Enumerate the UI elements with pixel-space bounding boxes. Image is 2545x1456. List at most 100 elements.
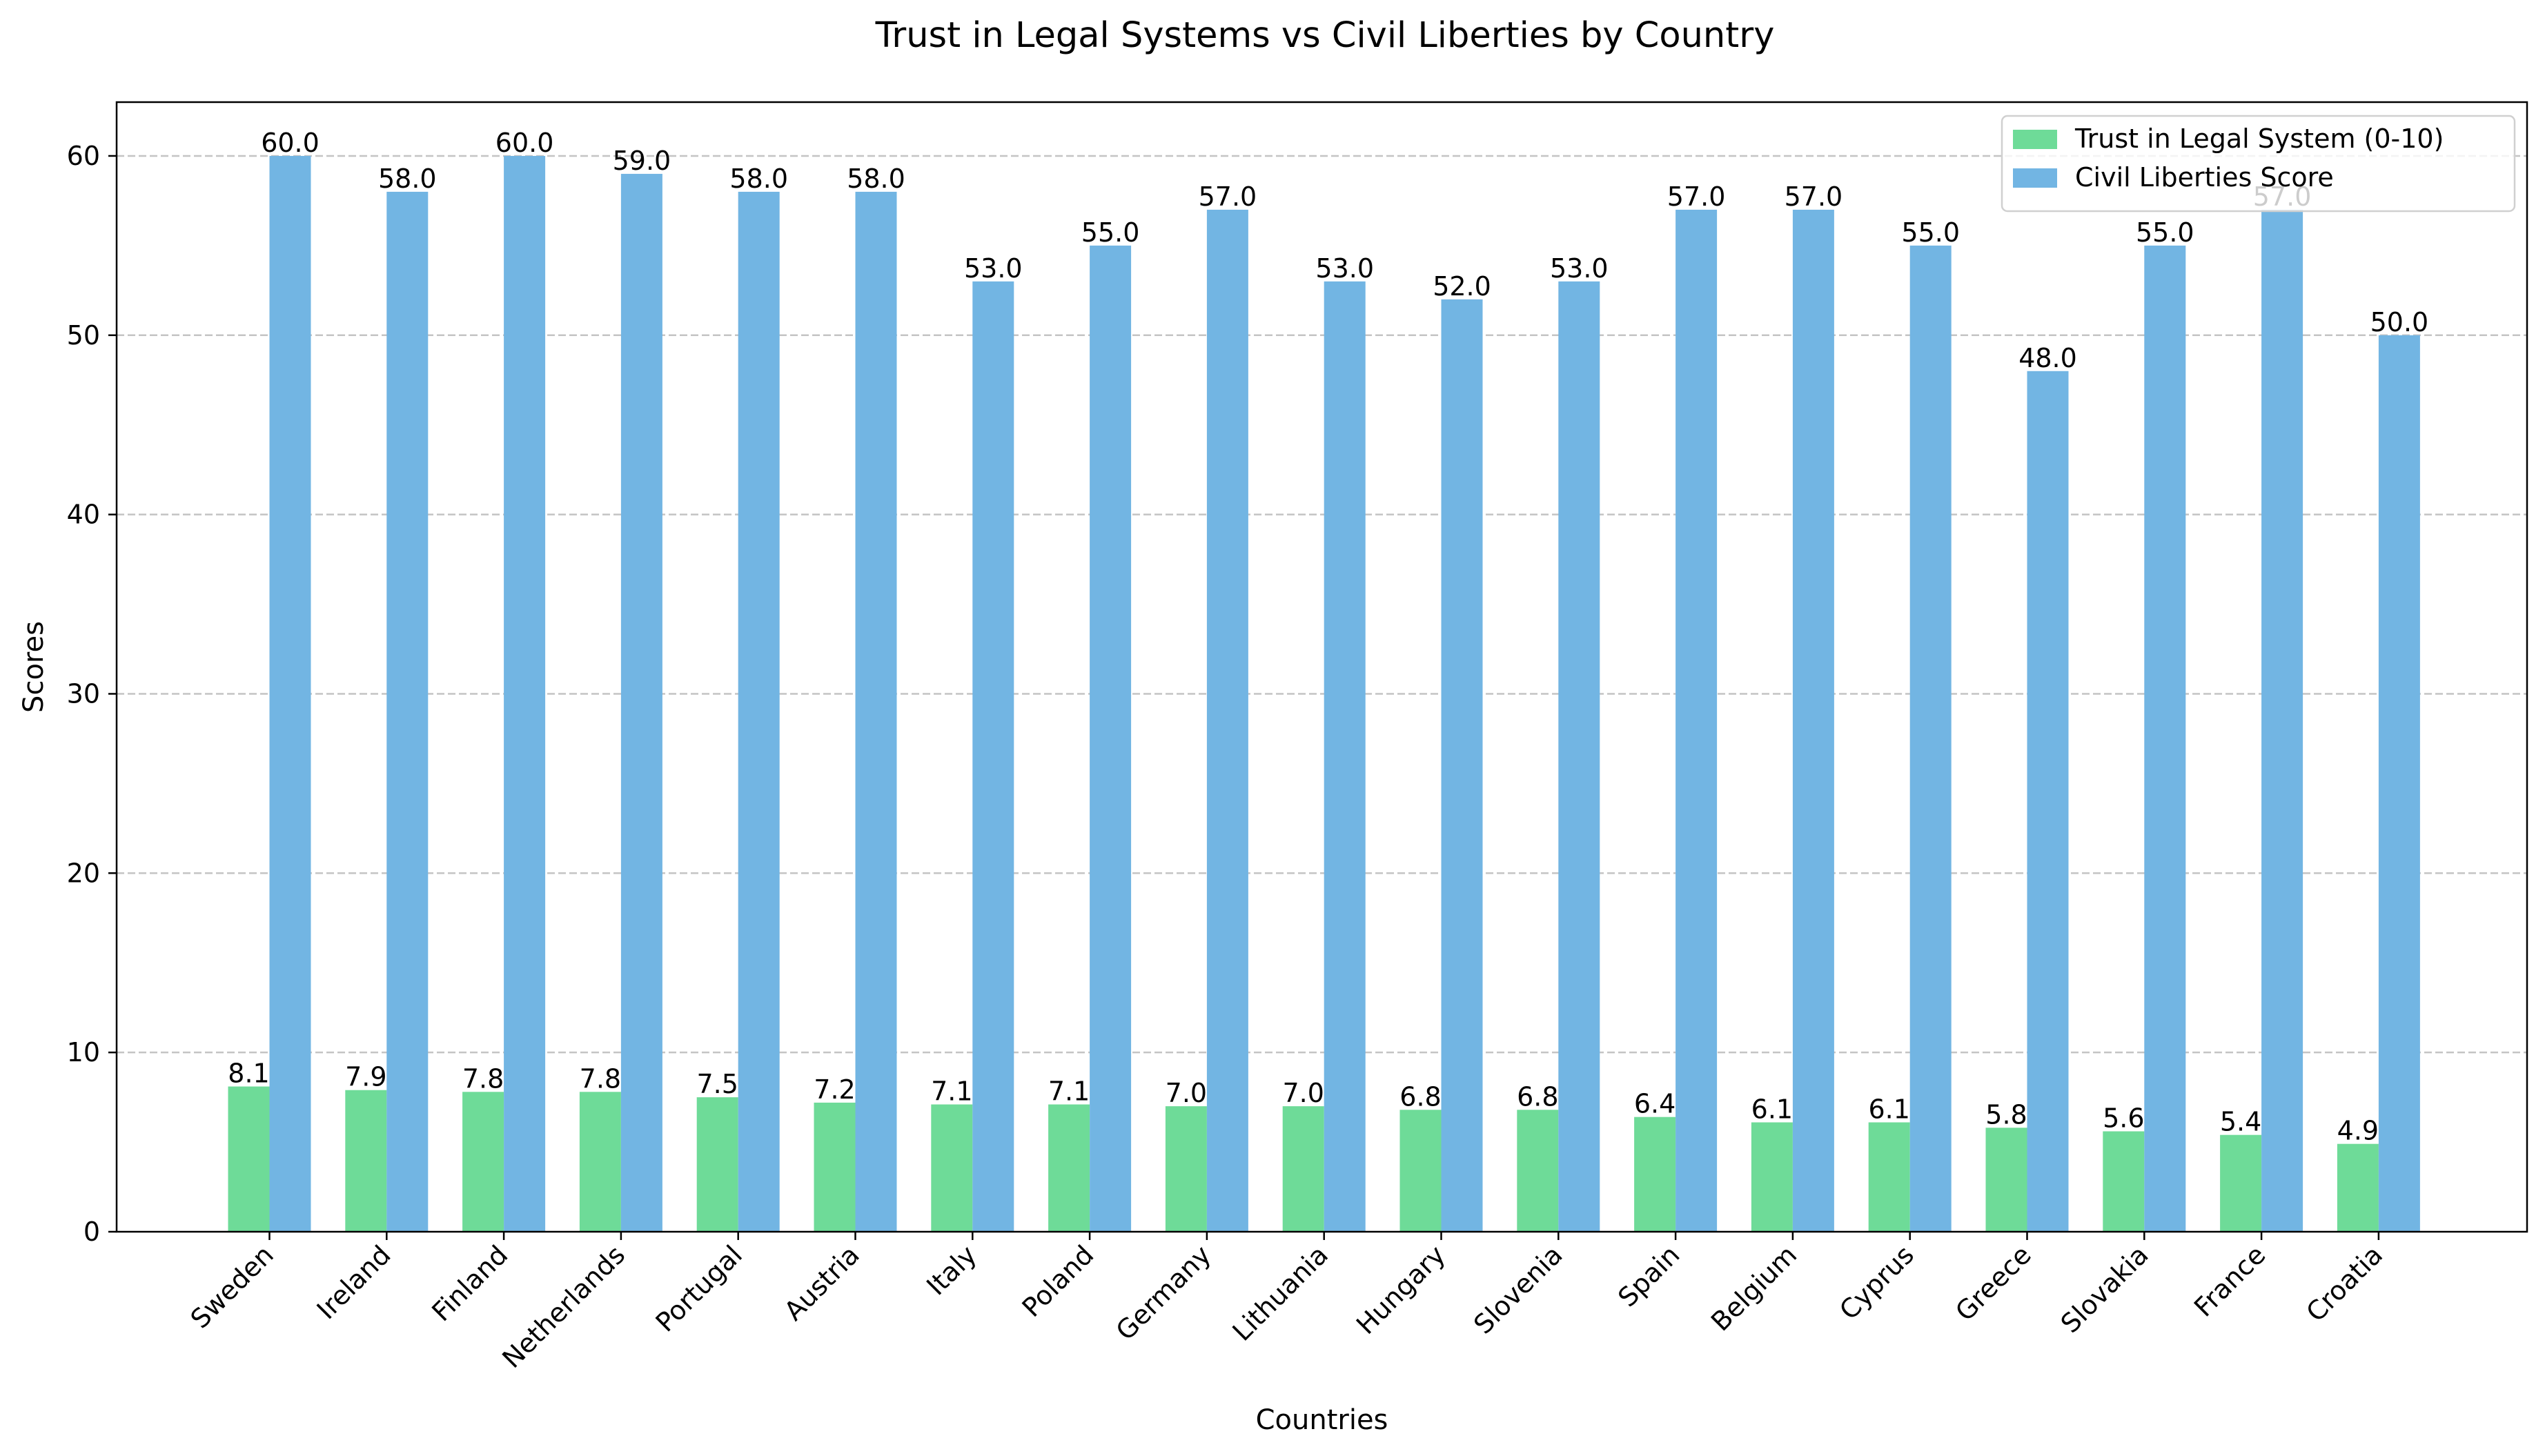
trust-bar-cyprus <box>1868 1122 1910 1232</box>
trust-bar-portugal <box>696 1097 738 1232</box>
bar-value-label: 58.0 <box>378 164 437 194</box>
bar-value-label: 7.5 <box>696 1069 738 1099</box>
y-tick-label: 0 <box>83 1217 100 1247</box>
trust-bar-austria <box>814 1102 856 1232</box>
bar-value-label: 57.0 <box>1785 181 1843 212</box>
x-tick-label: Germany <box>1110 1239 1217 1346</box>
x-tick-label: Belgium <box>1705 1239 1802 1337</box>
trust-bar-slovakia <box>2103 1131 2145 1232</box>
liberties-bar-slovakia <box>2144 245 2186 1232</box>
liberties-bar-poland <box>1090 245 1132 1232</box>
bar-value-label: 58.0 <box>729 164 788 194</box>
bar-value-label: 57.0 <box>1667 181 1726 212</box>
trust-bar-croatia <box>2337 1143 2379 1232</box>
bar-value-label: 60.0 <box>261 128 320 158</box>
bar-value-labels: 8.1 60.0 7.9 58.0 7.8 60.0 7.8 59.0 7.5 58.0 7.2 58… <box>228 128 2428 1146</box>
y-tick-label: 50 <box>67 320 100 351</box>
y-axis-label: Scores <box>18 621 50 713</box>
x-tick-label: Netherlands <box>496 1239 631 1374</box>
bar-value-label: 7.0 <box>1282 1078 1324 1108</box>
trust-bar-finland <box>462 1092 504 1232</box>
legend-swatch <box>2013 168 2057 188</box>
bar-value-label: 5.6 <box>2103 1103 2144 1133</box>
trust-bar-poland <box>1048 1104 1090 1232</box>
bar-value-label: 57.0 <box>1199 181 1257 212</box>
bar-value-label: 48.0 <box>2018 343 2077 373</box>
trust-bar-germany <box>1165 1106 1207 1232</box>
bar-value-label: 6.1 <box>1751 1094 1793 1124</box>
y-tick-label: 20 <box>67 858 100 888</box>
x-tick-label: Austria <box>778 1239 865 1326</box>
liberties-bar-france <box>2261 209 2303 1232</box>
legend-entry-label: Trust in Legal System (0-10) <box>2074 124 2444 154</box>
legend: Trust in Legal System (0-10) Civil Libert… <box>2001 115 2516 213</box>
x-tick-label: Hungary <box>1350 1239 1451 1340</box>
trust-bar-greece <box>1985 1128 2027 1232</box>
liberties-bar-hungary <box>1441 299 1483 1232</box>
bar-value-label: 55.0 <box>2136 217 2194 248</box>
trust-bar-netherlands <box>579 1092 621 1232</box>
trust-bar-ireland <box>345 1090 387 1232</box>
bar-value-label: 50.0 <box>2370 307 2429 337</box>
liberties-bar-croatia <box>2378 335 2420 1232</box>
bar-value-label: 53.0 <box>964 253 1023 284</box>
x-tick-label: Croatia <box>2301 1239 2389 1328</box>
y-tick-label: 60 <box>67 141 100 171</box>
liberties-bar-lithuania <box>1324 281 1366 1232</box>
x-tick-label: Slovakia <box>2055 1239 2154 1339</box>
liberties-bar-belgium <box>1792 209 1834 1232</box>
liberties-bar-slovenia <box>1558 281 1600 1232</box>
bar-value-label: 5.8 <box>1985 1099 2027 1130</box>
bar-value-label: 53.0 <box>1550 253 1609 284</box>
trust-bar-hungary <box>1399 1110 1442 1232</box>
x-tick-label: Sweden <box>185 1239 279 1334</box>
bar-value-label: 6.8 <box>1399 1081 1441 1112</box>
bar-value-label: 7.8 <box>580 1063 621 1094</box>
bar-value-label: 6.4 <box>1634 1089 1676 1119</box>
bar-value-label: 60.0 <box>495 128 554 158</box>
y-tick-label: 10 <box>67 1037 100 1068</box>
liberties-bar-germany <box>1206 209 1248 1232</box>
x-tick-label: France <box>2188 1239 2271 1322</box>
bar-value-label: 7.8 <box>462 1063 504 1094</box>
bar-value-label: 8.1 <box>228 1059 269 1089</box>
x-tick-label: Greece <box>1949 1239 2037 1327</box>
x-tick-label: Poland <box>1016 1239 1100 1323</box>
bar-value-label: 7.9 <box>345 1062 386 1092</box>
bar-value-label: 59.0 <box>613 146 671 176</box>
legend-box <box>2001 115 2516 213</box>
y-tick-label: 40 <box>67 500 100 530</box>
x-tick-label: Portugal <box>650 1239 748 1337</box>
liberties-bar-portugal <box>738 191 780 1232</box>
bar-value-label: 58.0 <box>847 164 905 194</box>
x-axis-label: Countries <box>1256 1404 1388 1436</box>
bar-value-label: 7.1 <box>1048 1076 1090 1107</box>
x-tick-label: Cyprus <box>1834 1239 1920 1326</box>
legend-swatch <box>2013 130 2057 149</box>
x-tick-label: Italy <box>921 1239 982 1301</box>
liberties-bar-ireland <box>386 191 429 1232</box>
y-tick-label: 30 <box>67 678 100 709</box>
liberties-bar-cyprus <box>1909 245 1952 1232</box>
trust-bar-belgium <box>1751 1122 1793 1232</box>
trust-bar-lithuania <box>1282 1106 1324 1232</box>
liberties-bar-spain <box>1676 209 1718 1232</box>
x-tick-label: Ireland <box>311 1239 397 1325</box>
trust-bar-spain <box>1634 1116 1676 1232</box>
bar-value-label: 53.0 <box>1315 253 1374 284</box>
bar-value-label: 6.1 <box>1868 1094 1909 1124</box>
liberties-bar-netherlands <box>620 173 662 1232</box>
x-tick-label: Lithuania <box>1226 1239 1334 1347</box>
bar-value-label: 7.2 <box>814 1074 855 1105</box>
liberties-bar-finland <box>504 155 546 1232</box>
liberties-bar-greece <box>2027 371 2069 1232</box>
trust-bar-sweden <box>228 1086 270 1232</box>
liberties-bar-italy <box>972 281 1014 1232</box>
bar-value-label: 52.0 <box>1433 271 1491 302</box>
bar-value-label: 6.8 <box>1517 1081 1558 1112</box>
bar-value-label: 55.0 <box>1081 217 1140 248</box>
trust-bar-france <box>2220 1134 2262 1232</box>
x-tick-label: Spain <box>1612 1239 1685 1312</box>
chart-title: Trust in Legal Systems vs Civil Libertie… <box>875 15 1775 56</box>
